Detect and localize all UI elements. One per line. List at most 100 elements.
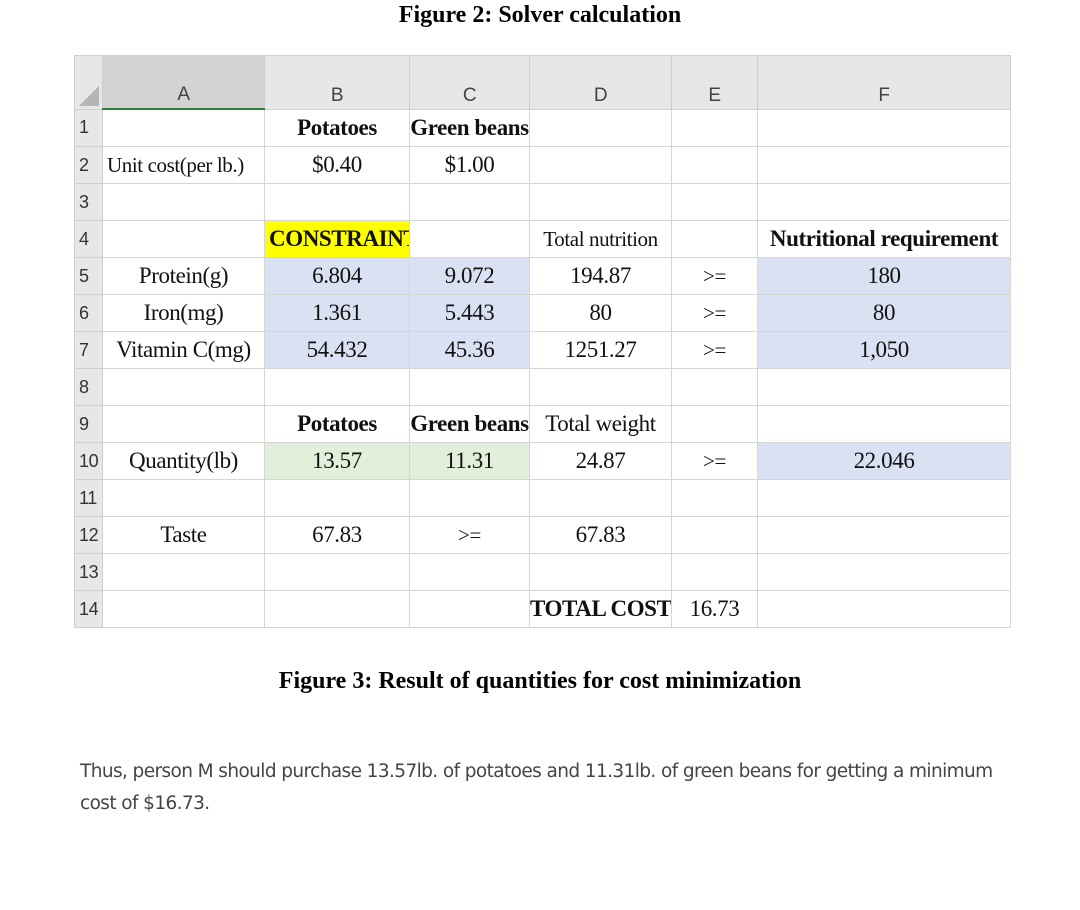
row-header[interactable]: 8 bbox=[74, 368, 103, 406]
cell-e3[interactable] bbox=[671, 183, 758, 221]
cell-c14[interactable] bbox=[409, 590, 530, 628]
row-header[interactable]: 6 bbox=[74, 294, 103, 332]
cell-c12[interactable]: >= bbox=[409, 516, 530, 554]
cell-a9[interactable] bbox=[102, 405, 265, 443]
cell-c10[interactable]: 11.31 bbox=[409, 442, 530, 480]
cell-c7[interactable]: 45.36 bbox=[409, 331, 530, 369]
row-header[interactable]: 12 bbox=[74, 516, 103, 554]
cell-a14[interactable] bbox=[102, 590, 265, 628]
cell-b1[interactable]: Potatoes bbox=[264, 108, 410, 147]
row-header[interactable]: 3 bbox=[74, 183, 103, 221]
row-header[interactable]: 4 bbox=[74, 220, 103, 258]
cell-a5[interactable]: Protein(g) bbox=[102, 257, 265, 295]
cell-f14[interactable] bbox=[757, 590, 1011, 628]
cell-c6[interactable]: 5.443 bbox=[409, 294, 530, 332]
cell-f4[interactable]: Nutritional requirement bbox=[757, 220, 1011, 258]
cell-c8[interactable] bbox=[409, 368, 530, 406]
cell-e13[interactable] bbox=[671, 553, 758, 591]
column-header-d[interactable]: D bbox=[529, 55, 672, 110]
row-header[interactable]: 7 bbox=[74, 331, 103, 369]
cell-d10[interactable]: 24.87 bbox=[529, 442, 672, 480]
row-header[interactable]: 5 bbox=[74, 257, 103, 295]
cell-b5[interactable]: 6.804 bbox=[264, 257, 410, 295]
row-header[interactable]: 11 bbox=[74, 479, 103, 517]
cell-e14-total-cost-value[interactable]: 16.73 bbox=[671, 590, 758, 628]
row-header[interactable]: 9 bbox=[74, 405, 103, 443]
column-header-b[interactable]: B bbox=[264, 55, 410, 110]
cell-c2[interactable]: $1.00 bbox=[409, 146, 530, 184]
cell-b14[interactable] bbox=[264, 590, 410, 628]
column-header-e[interactable]: E bbox=[671, 55, 758, 110]
cell-f11[interactable] bbox=[757, 479, 1011, 517]
cell-f5[interactable]: 180 bbox=[757, 257, 1011, 295]
row-header[interactable]: 13 bbox=[74, 553, 103, 591]
cell-c4[interactable] bbox=[409, 220, 530, 258]
cell-b12[interactable]: 67.83 bbox=[264, 516, 410, 554]
column-header-a[interactable]: A bbox=[102, 55, 265, 110]
cell-f2[interactable] bbox=[757, 146, 1011, 184]
row-header[interactable]: 10 bbox=[74, 442, 103, 480]
cell-a13[interactable] bbox=[102, 553, 265, 591]
cell-d6[interactable]: 80 bbox=[529, 294, 672, 332]
cell-b3[interactable] bbox=[264, 183, 410, 221]
cell-e5[interactable]: >= bbox=[671, 257, 758, 295]
cell-c3[interactable] bbox=[409, 183, 530, 221]
cell-b9[interactable]: Potatoes bbox=[264, 405, 410, 443]
cell-d3[interactable] bbox=[529, 183, 672, 221]
cell-b4-constraints[interactable]: CONSTRAINTS bbox=[264, 220, 410, 258]
cell-d12[interactable]: 67.83 bbox=[529, 516, 672, 554]
cell-e4[interactable] bbox=[671, 220, 758, 258]
cell-e8[interactable] bbox=[671, 368, 758, 406]
cell-b2[interactable]: $0.40 bbox=[264, 146, 410, 184]
cell-d5[interactable]: 194.87 bbox=[529, 257, 672, 295]
column-header-f[interactable]: F bbox=[757, 55, 1011, 110]
cell-e10[interactable]: >= bbox=[671, 442, 758, 480]
cell-f8[interactable] bbox=[757, 368, 1011, 406]
cell-e12[interactable] bbox=[671, 516, 758, 554]
cell-b7[interactable]: 54.432 bbox=[264, 331, 410, 369]
select-all-corner[interactable] bbox=[74, 55, 103, 110]
cell-f3[interactable] bbox=[757, 183, 1011, 221]
cell-d1[interactable] bbox=[529, 108, 672, 147]
cell-d14-total-cost-label[interactable]: TOTAL COST bbox=[529, 590, 672, 628]
cell-c11[interactable] bbox=[409, 479, 530, 517]
cell-a3[interactable] bbox=[102, 183, 265, 221]
cell-f6[interactable]: 80 bbox=[757, 294, 1011, 332]
cell-d8[interactable] bbox=[529, 368, 672, 406]
row-header[interactable]: 14 bbox=[74, 590, 103, 628]
cell-f9[interactable] bbox=[757, 405, 1011, 443]
cell-b6[interactable]: 1.361 bbox=[264, 294, 410, 332]
cell-a7[interactable]: Vitamin C(mg) bbox=[102, 331, 265, 369]
column-header-c[interactable]: C bbox=[409, 55, 530, 110]
cell-d7[interactable]: 1251.27 bbox=[529, 331, 672, 369]
row-header[interactable]: 1 bbox=[74, 108, 103, 147]
cell-d9[interactable]: Total weight bbox=[529, 405, 672, 443]
cell-a1[interactable] bbox=[102, 108, 265, 147]
cell-a2[interactable]: Unit cost(per lb.) bbox=[102, 146, 265, 184]
cell-e9[interactable] bbox=[671, 405, 758, 443]
cell-f7[interactable]: 1,050 bbox=[757, 331, 1011, 369]
cell-a4[interactable] bbox=[102, 220, 265, 258]
row-header[interactable]: 2 bbox=[74, 146, 103, 184]
cell-c1[interactable]: Green beans bbox=[409, 108, 530, 147]
cell-e7[interactable]: >= bbox=[671, 331, 758, 369]
cell-e1[interactable] bbox=[671, 108, 758, 147]
cell-a6[interactable]: Iron(mg) bbox=[102, 294, 265, 332]
cell-d2[interactable] bbox=[529, 146, 672, 184]
cell-b11[interactable] bbox=[264, 479, 410, 517]
cell-c13[interactable] bbox=[409, 553, 530, 591]
cell-f13[interactable] bbox=[757, 553, 1011, 591]
cell-a10[interactable]: Quantity(lb) bbox=[102, 442, 265, 480]
cell-b13[interactable] bbox=[264, 553, 410, 591]
cell-f12[interactable] bbox=[757, 516, 1011, 554]
cell-b8[interactable] bbox=[264, 368, 410, 406]
cell-d4[interactable]: Total nutrition bbox=[529, 220, 672, 258]
cell-e11[interactable] bbox=[671, 479, 758, 517]
cell-c9[interactable]: Green beans bbox=[409, 405, 530, 443]
cell-b10[interactable]: 13.57 bbox=[264, 442, 410, 480]
cell-c5[interactable]: 9.072 bbox=[409, 257, 530, 295]
cell-d11[interactable] bbox=[529, 479, 672, 517]
cell-a11[interactable] bbox=[102, 479, 265, 517]
cell-d13[interactable] bbox=[529, 553, 672, 591]
cell-a8[interactable] bbox=[102, 368, 265, 406]
